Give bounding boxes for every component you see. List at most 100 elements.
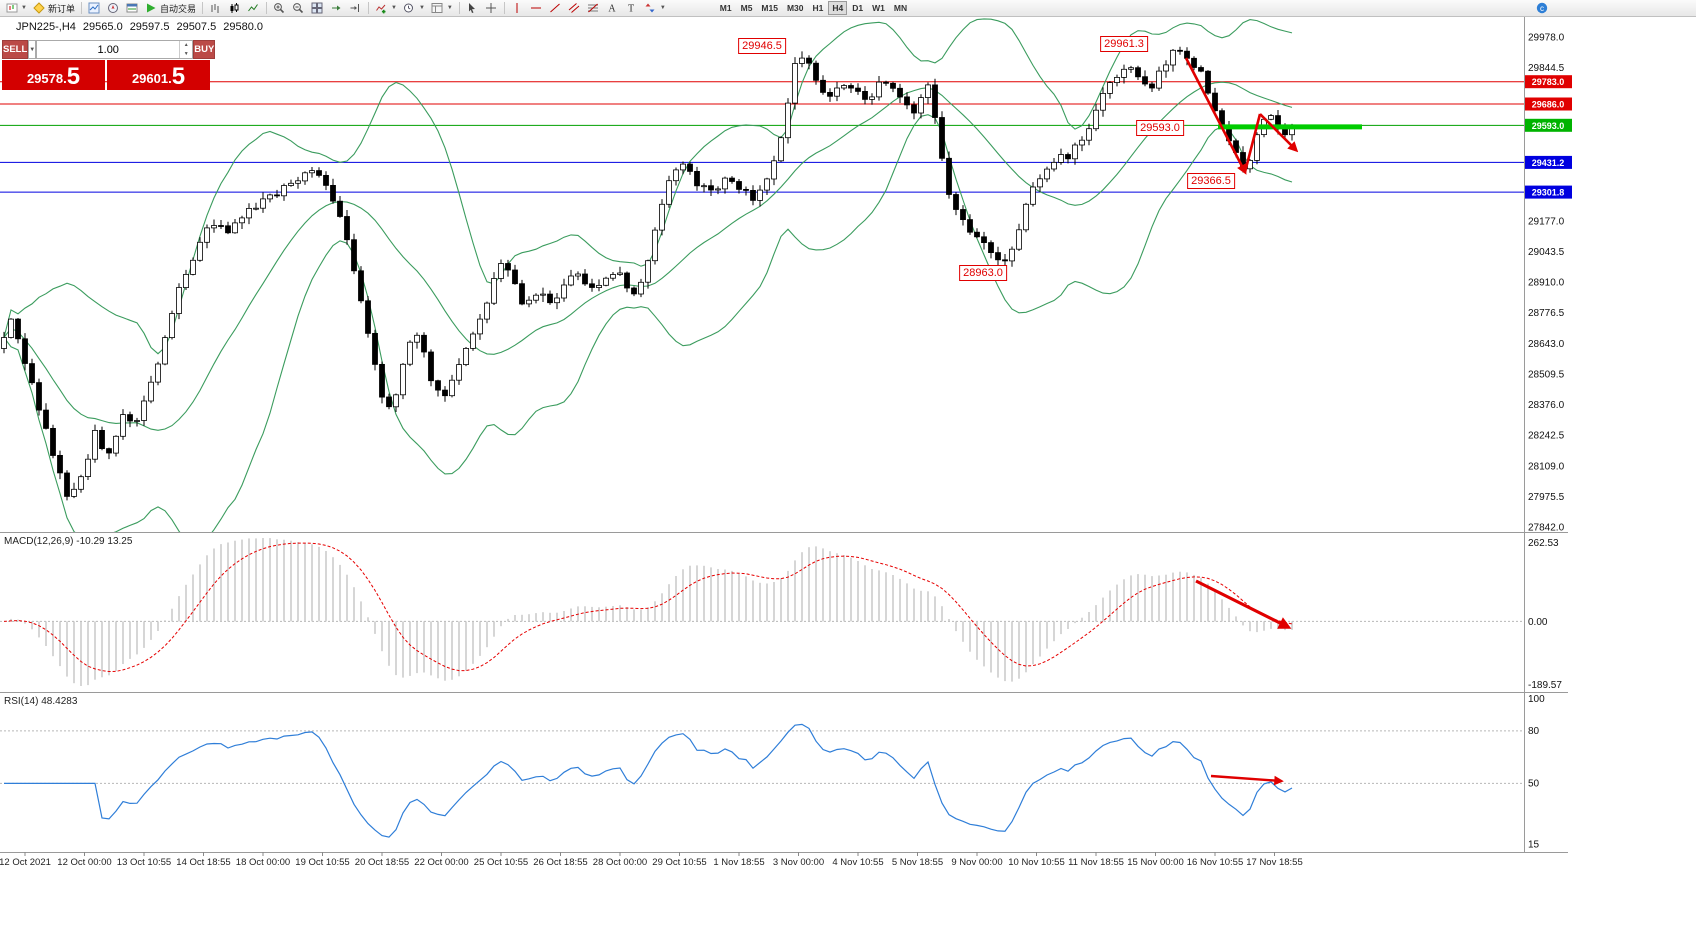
trend-arrow[interactable] — [1243, 113, 1262, 173]
svg-text:26 Oct 18:55: 26 Oct 18:55 — [533, 857, 587, 868]
timeframe-H1[interactable]: H1 — [809, 1, 828, 15]
trendline-icon — [549, 2, 562, 15]
periods-button[interactable]: ▼ — [401, 1, 427, 16]
sell-button[interactable]: SELL — [2, 40, 29, 59]
templates-icon — [431, 2, 444, 15]
horizontal-line-button[interactable] — [528, 1, 545, 16]
label-button[interactable]: T — [623, 1, 640, 16]
line-chart-button[interactable] — [245, 1, 262, 16]
svg-text:1 Nov 18:55: 1 Nov 18:55 — [713, 857, 764, 868]
buy-button[interactable]: BUY — [193, 40, 216, 59]
new-order-label: 新订单 — [47, 3, 75, 14]
order-type-dropdown[interactable]: ▼ — [28, 40, 37, 59]
chart-low: 29507.5 — [176, 21, 217, 33]
trend-arrow[interactable] — [1259, 113, 1299, 153]
svg-text:29 Oct 10:55: 29 Oct 10:55 — [652, 857, 706, 868]
main-chart-panel — [0, 18, 1524, 532]
timeframe-M30[interactable]: M30 — [783, 1, 808, 15]
terminal-button[interactable] — [124, 1, 141, 16]
time-axis[interactable]: 12 Oct 2021 12 Oct 00:00 13 Oct 10:55 14 Oc… — [0, 852, 1303, 868]
sell-price-fraction: 5 — [66, 63, 81, 90]
timeframe-M15[interactable]: M15 — [757, 1, 782, 15]
bar-chart-button[interactable] — [207, 1, 224, 16]
vertical-line-button[interactable] — [509, 1, 526, 16]
crosshair-button[interactable] — [483, 1, 500, 16]
navigator-button[interactable] — [105, 1, 122, 16]
arrows-button[interactable]: ▼ — [642, 1, 668, 16]
price-line-label — [1525, 185, 1572, 199]
trade-panel-prices: 29578. 5 29601. 5 — [2, 60, 210, 90]
panel-separators — [0, 17, 1568, 853]
price-annotation[interactable]: 29946.5 — [738, 38, 786, 54]
rsi-panel — [0, 723, 1524, 838]
autotrading-button[interactable]: 自动交易 — [143, 1, 198, 16]
indicators-caret-icon: ▼ — [390, 5, 397, 11]
candlestick-chart-button[interactable] — [226, 1, 243, 16]
tile-windows-button[interactable] — [309, 1, 326, 16]
templates-button[interactable]: ▼ — [429, 1, 455, 16]
svg-text:22 Oct 00:00: 22 Oct 00:00 — [414, 857, 468, 868]
fibonacci-button[interactable] — [585, 1, 602, 16]
spinner-up-icon: ▲ — [183, 42, 189, 48]
text-icon: A — [606, 2, 619, 15]
price-axis[interactable]: 29978.0 29844.5 29177.0 29043.5 28910.0 28776… — [1525, 33, 1572, 851]
price-annotation[interactable]: 28963.0 — [959, 265, 1007, 281]
trendline-button[interactable] — [547, 1, 564, 16]
tile-windows-icon — [311, 2, 324, 15]
chart-shift-icon — [349, 2, 362, 15]
toolbar-separator — [367, 2, 369, 14]
new-chart-button[interactable]: ▼ — [3, 1, 29, 16]
channel-button[interactable] — [566, 1, 583, 16]
svg-text:16 Nov 10:55: 16 Nov 10:55 — [1187, 857, 1244, 868]
price-annotation[interactable]: 29366.5 — [1187, 173, 1235, 189]
bollinger-lower — [3, 114, 1293, 532]
indicators-button[interactable]: ▼ — [373, 1, 399, 16]
arrows-icon — [644, 2, 657, 15]
price-line-label — [1525, 155, 1572, 169]
toolbar-separator — [201, 2, 203, 14]
text-button[interactable]: A — [604, 1, 621, 16]
chart-shift-button[interactable] — [347, 1, 364, 16]
svg-text:100: 100 — [1528, 694, 1545, 705]
periods-icon — [403, 2, 416, 15]
svg-text:29043.5: 29043.5 — [1528, 247, 1565, 258]
timeframe-MN[interactable]: MN — [890, 1, 911, 15]
candlestick-chart-icon — [228, 2, 241, 15]
market-watch-icon — [88, 2, 101, 15]
toolbar-separator — [503, 2, 505, 14]
svg-text:25 Oct 10:55: 25 Oct 10:55 — [474, 857, 528, 868]
toolbar-separator — [80, 2, 82, 14]
new-order-icon — [33, 2, 46, 15]
sell-price-display[interactable]: 29578. 5 — [2, 60, 105, 90]
timeframe-M5[interactable]: M5 — [737, 1, 757, 15]
timeframe-D1[interactable]: D1 — [848, 1, 867, 15]
svg-text:28242.5: 28242.5 — [1528, 431, 1565, 442]
timeframe-H4[interactable]: H4 — [828, 1, 848, 15]
cursor-button[interactable] — [464, 1, 481, 16]
svg-text:5 Nov 18:55: 5 Nov 18:55 — [892, 857, 943, 868]
buy-price-display[interactable]: 29601. 5 — [107, 60, 210, 90]
zoom-in-button[interactable] — [271, 1, 288, 16]
trend-arrow[interactable] — [1184, 57, 1247, 175]
svg-text:15 Nov 00:00: 15 Nov 00:00 — [1127, 857, 1184, 868]
svg-text:262.53: 262.53 — [1528, 538, 1559, 549]
community-icon[interactable]: c — [1535, 2, 1548, 15]
macd-panel — [0, 538, 1524, 686]
volume-input[interactable] — [37, 41, 180, 58]
price-annotation[interactable]: 29961.3 — [1100, 36, 1148, 52]
volume-stepper[interactable]: ▲ ▼ — [179, 41, 192, 58]
svg-text:15: 15 — [1528, 840, 1540, 851]
rsi-arrow[interactable] — [1210, 774, 1284, 786]
macd-arrow[interactable] — [1195, 579, 1292, 629]
main-toolbar: ▼ 新订单 自动交易 ▼ ▼ ▼ A T ▼ M1 M5 M15 M30 H1 H4 D1 W… — [0, 0, 1696, 17]
trend-arrows — [1184, 57, 1299, 175]
timeframe-M1[interactable]: M1 — [716, 1, 736, 15]
new-order-button[interactable]: 新订单 — [31, 1, 77, 16]
zoom-out-button[interactable] — [290, 1, 307, 16]
price-annotation[interactable]: 29593.0 — [1136, 120, 1184, 136]
svg-text:29978.0: 29978.0 — [1528, 33, 1565, 44]
timeframe-W1[interactable]: W1 — [868, 1, 889, 15]
auto-scroll-button[interactable] — [328, 1, 345, 16]
market-watch-button[interactable] — [86, 1, 103, 16]
